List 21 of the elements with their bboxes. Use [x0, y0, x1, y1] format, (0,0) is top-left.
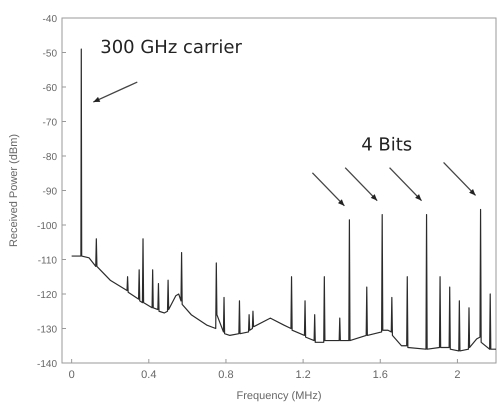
y-tick-label: -60 — [42, 83, 58, 94]
y-tick-label: -80 — [42, 152, 58, 163]
x-tick-label: 1.6 — [372, 369, 388, 381]
y-tick-label: -110 — [38, 256, 58, 266]
y-tick-label: -120 — [36, 290, 58, 301]
y-tick-label: -90 — [42, 186, 58, 198]
y-tick-label: -40 — [42, 14, 58, 25]
y-tick-label: -130 — [36, 324, 58, 336]
x-tick-label: 0.4 — [141, 369, 156, 381]
y-tick-label: -70 — [42, 118, 58, 128]
annotation: 300 GHz carrier — [100, 37, 243, 58]
x-axis-title: Frequency (MHz) — [236, 390, 322, 402]
x-tick-label: 1.2 — [295, 369, 311, 381]
y-tick-label: -140 — [36, 359, 58, 370]
x-tick-label: 0 — [68, 369, 75, 381]
y-axis-title: Received Power (dBm) — [8, 134, 20, 248]
x-tick-label: 2 — [454, 369, 460, 381]
y-tick-label: -100 — [36, 221, 58, 232]
x-tick-label: 0.8 — [218, 369, 234, 381]
y-tick-label: -50 — [42, 48, 58, 60]
annotation: 4 Bits — [361, 134, 412, 156]
